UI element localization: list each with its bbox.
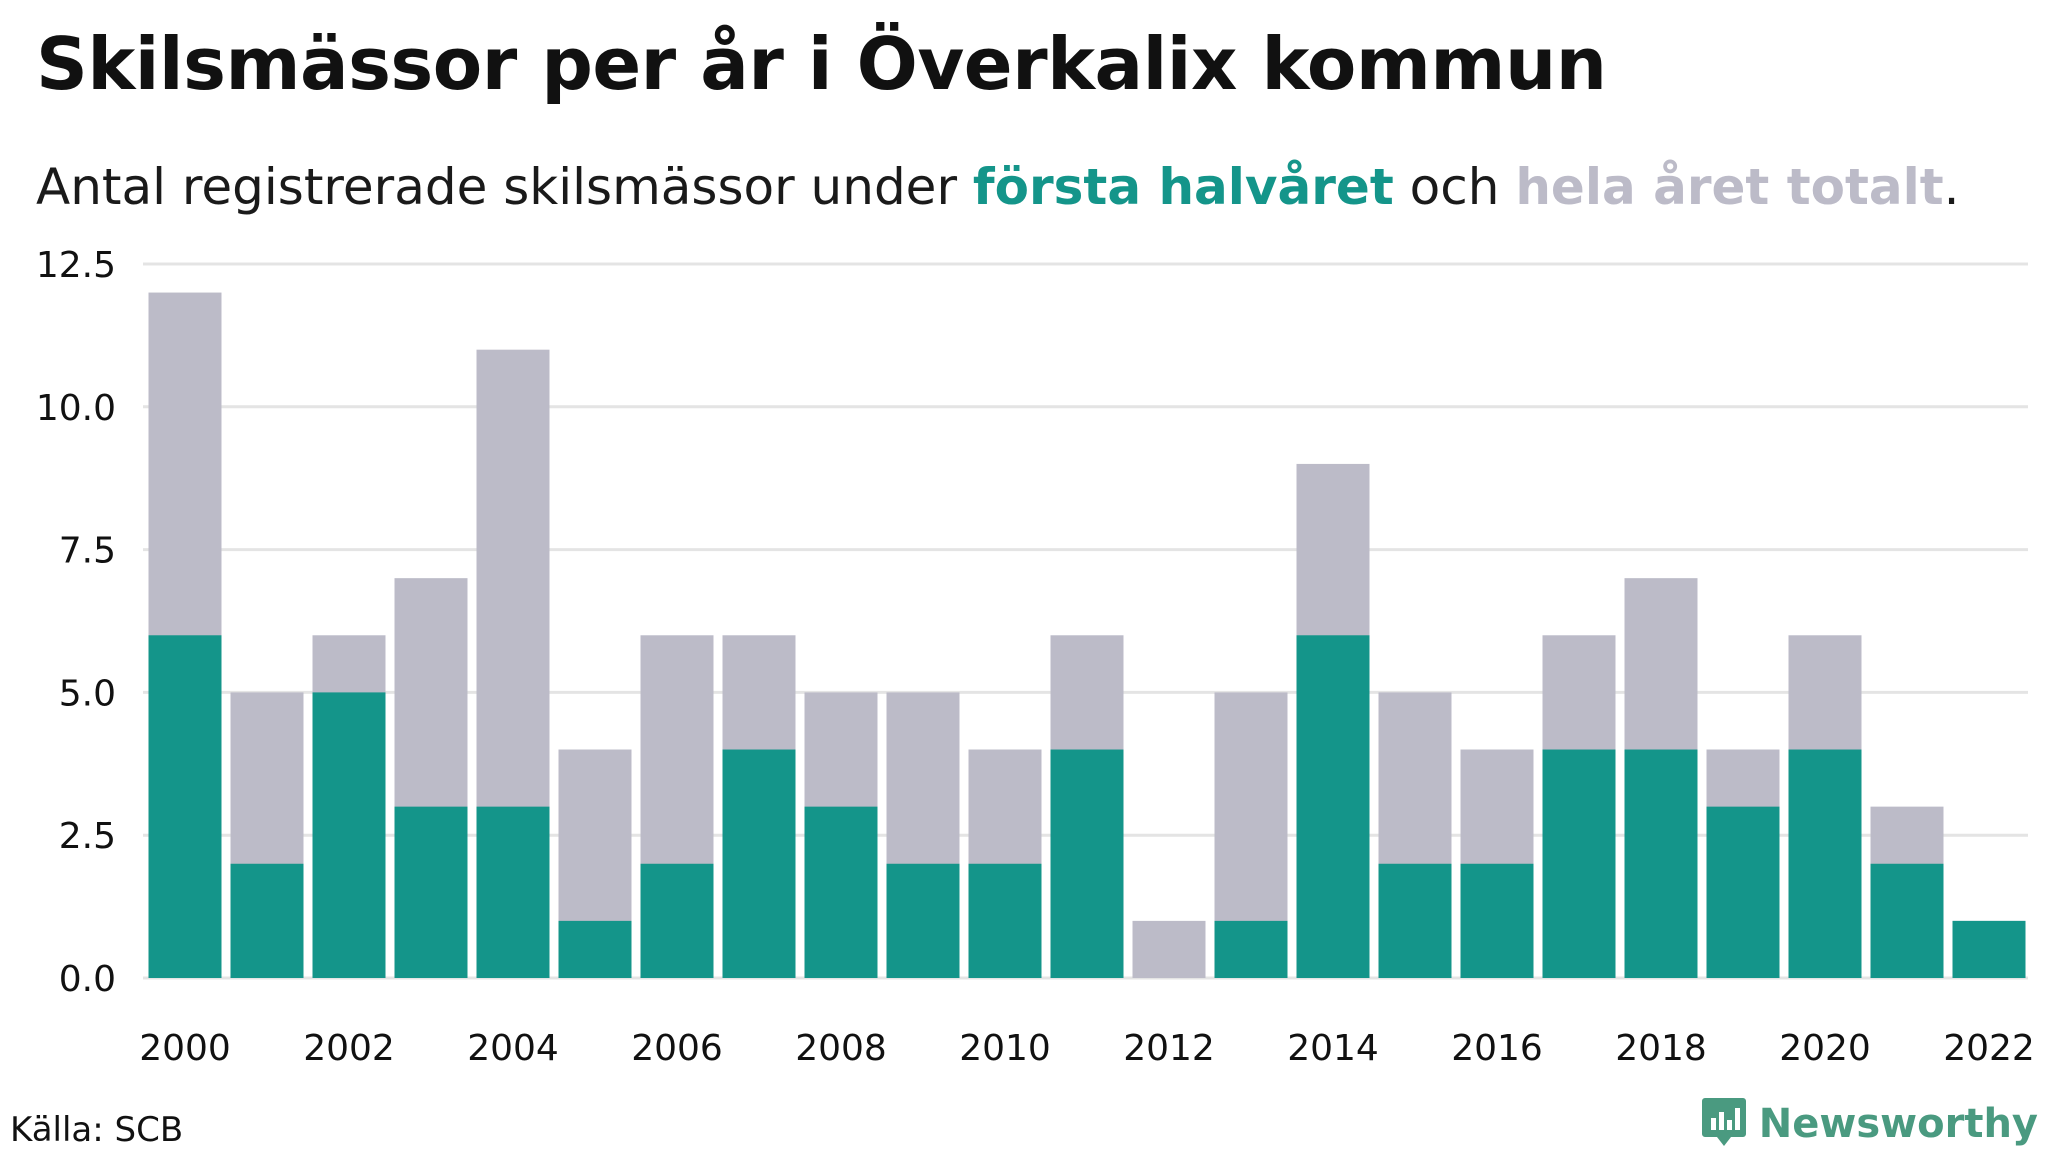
- brand-name: Newsworthy: [1758, 1101, 2038, 1147]
- x-tick-label: 2004: [467, 1028, 559, 1069]
- chart-subtitle: Antal registrerade skilsmässor under för…: [36, 158, 1960, 216]
- bar-first-half-2018: [1624, 749, 1698, 978]
- x-tick-label: 2016: [1451, 1028, 1543, 1069]
- source-note: Källa: SCB: [10, 1110, 184, 1150]
- bars: [148, 292, 2026, 978]
- bar-first-half-2013: [1214, 920, 1288, 978]
- subtitle-prefix: Antal registrerade skilsmässor under: [36, 158, 973, 216]
- legend-first-half: första halvåret: [972, 158, 1394, 216]
- legend-full-year: hela året totalt: [1515, 158, 1944, 216]
- bar-full-year-2012: [1132, 920, 1206, 978]
- bar-first-half-2016: [1460, 863, 1534, 978]
- y-tick-label: 5.0: [59, 673, 116, 714]
- bar-first-half-2011: [1050, 749, 1124, 978]
- bar-first-half-2007: [722, 749, 796, 978]
- x-tick-label: 2012: [1123, 1028, 1215, 1069]
- y-axis-labels: 0.0 2.5 5.0 7.5 10.0 12.5: [36, 245, 116, 1000]
- brand: Newsworthy: [1701, 1096, 2038, 1152]
- bar-first-half-2006: [640, 863, 714, 978]
- chart-title: Skilsmässor per år i Överkalix kommun: [36, 22, 1607, 106]
- bar-first-half-2002: [312, 692, 386, 978]
- x-tick-label: 2022: [1943, 1028, 2035, 1069]
- x-tick-label: 2010: [959, 1028, 1051, 1069]
- y-tick-label: 12.5: [36, 245, 116, 286]
- x-tick-label: 2008: [795, 1028, 887, 1069]
- bar-first-half-2022: [1952, 920, 2026, 978]
- y-tick-label: 7.5: [59, 531, 116, 572]
- bar-first-half-2020: [1788, 749, 1862, 978]
- bar-first-half-2021: [1870, 863, 1944, 978]
- bar-first-half-2014: [1296, 635, 1370, 978]
- x-tick-label: 2006: [631, 1028, 723, 1069]
- bar-first-half-2001: [230, 863, 304, 978]
- newsworthy-logo-icon: [1701, 1096, 1747, 1152]
- x-tick-label: 2002: [303, 1028, 395, 1069]
- y-tick-label: 0.0: [59, 959, 116, 1000]
- y-tick-label: 2.5: [59, 816, 116, 857]
- x-tick-label: 2018: [1615, 1028, 1707, 1069]
- bar-first-half-2009: [886, 863, 960, 978]
- bar-first-half-2004: [476, 806, 550, 978]
- x-tick-label: 2014: [1287, 1028, 1379, 1069]
- y-tick-label: 10.0: [36, 388, 116, 429]
- bar-first-half-2005: [558, 920, 632, 978]
- x-tick-label: 2000: [139, 1028, 231, 1069]
- bar-first-half-2008: [804, 806, 878, 978]
- bar-first-half-2003: [394, 806, 468, 978]
- bar-first-half-2010: [968, 863, 1042, 978]
- bar-first-half-2015: [1378, 863, 1452, 978]
- bar-first-half-2000: [148, 635, 222, 978]
- subtitle-suffix: .: [1943, 158, 1960, 216]
- bar-first-half-2017: [1542, 749, 1616, 978]
- bar-first-half-2019: [1706, 806, 1780, 978]
- x-axis-labels: 2000 2002 2004 2006 2008 2010 2012 2014 2016 2018…: [139, 1028, 2035, 1069]
- subtitle-middle: och: [1393, 158, 1516, 216]
- x-tick-label: 2020: [1779, 1028, 1871, 1069]
